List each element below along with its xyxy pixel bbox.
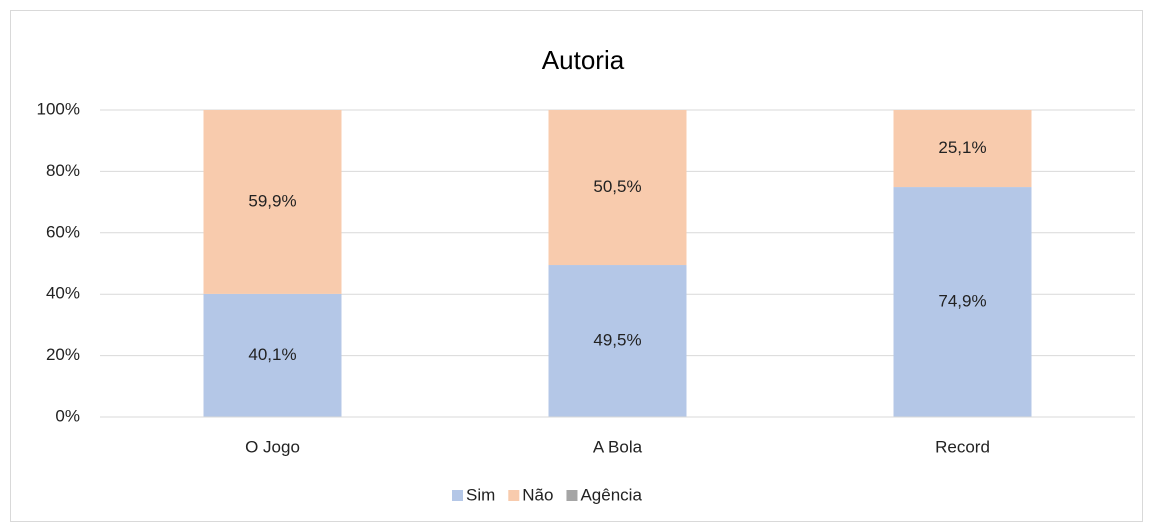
data-label: 50,5% <box>593 177 641 196</box>
data-label: 40,1% <box>248 345 296 364</box>
legend-label: Agência <box>580 485 642 504</box>
legend-swatch <box>566 490 578 501</box>
y-tick-label: 0% <box>55 406 80 425</box>
x-tick-label: Record <box>935 437 990 456</box>
bar-segment <box>893 187 1032 417</box>
bar-segment <box>893 110 1032 188</box>
chart-title: Autoria <box>542 45 625 75</box>
y-tick-label: 80% <box>46 161 80 180</box>
data-label: 49,5% <box>593 331 641 350</box>
x-tick-label: O Jogo <box>245 437 300 456</box>
y-tick-label: 40% <box>46 284 80 303</box>
x-tick-label: A Bola <box>593 437 643 456</box>
bar-segment <box>548 265 687 417</box>
legend-swatch <box>452 490 463 501</box>
data-label: 25,1% <box>938 138 986 157</box>
data-label: 74,9% <box>938 292 986 311</box>
bar-segment <box>548 110 687 266</box>
legend-swatch <box>508 490 520 501</box>
legend-label: Não <box>522 485 553 504</box>
y-tick-label: 20% <box>46 345 80 364</box>
legend-label: Sim <box>466 485 495 504</box>
bar-segment <box>203 293 342 417</box>
y-tick-label: 60% <box>46 222 80 241</box>
y-tick-label: 100% <box>37 99 80 118</box>
data-label: 59,9% <box>248 191 296 210</box>
bar-segment <box>203 110 342 294</box>
